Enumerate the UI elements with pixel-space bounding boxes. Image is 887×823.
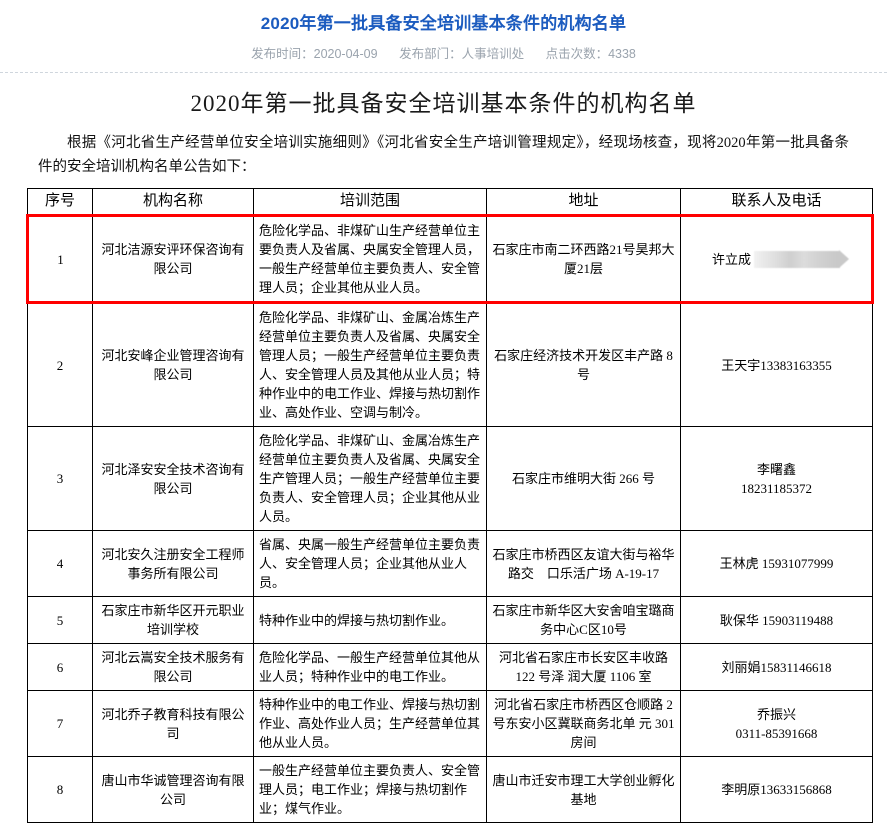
contact-name: 乔振兴 <box>756 706 796 722</box>
cell-index: 4 <box>27 530 93 597</box>
contact-name: 王天宇13383163355 <box>721 357 832 373</box>
table-row: 4 河北安久注册安全工程师事务所有限公司 省属、央属一般生产经营单位主要负责人、安全… <box>27 530 873 597</box>
redacted-phone <box>754 250 840 268</box>
cell-scope: 一般生产经营单位主要负责人、安全管理人员；电工作业；焊接与热切割作业；煤气作业。 <box>253 756 487 823</box>
banner-title: 2020年第一批具备安全培训基本条件的机构名单 <box>260 14 627 33</box>
view-count: 点击次数：4338 <box>545 47 636 61</box>
cell-name: 河北云嵩安全技术服务有限公司 <box>92 643 254 691</box>
table-row: 3 河北泽安安全技术咨询有限公司 危险化学品、非煤矿山、金属冶炼生产经营单位主要负责… <box>27 426 873 531</box>
cell-name: 河北安峰企业管理咨询有限公司 <box>92 302 254 427</box>
contact-name: 许立成 <box>711 251 751 267</box>
page-banner: 2020年第一批具备安全培训基本条件的机构名单 发布时间：2020-04-09 … <box>0 0 887 73</box>
cell-contact: 乔振兴 0311-85391668 <box>680 690 873 757</box>
contact-name: 刘丽娟15831146618 <box>721 659 832 675</box>
cell-name: 河北乔子教育科技有限公司 <box>92 690 254 757</box>
cell-index: 5 <box>27 596 93 644</box>
table-row: 1 河北洁源安评环保咨询有限公司 危险化学品、非煤矿山生产经营单位主要负责人及省属、… <box>26 214 874 304</box>
table-row: 7 河北乔子教育科技有限公司 特种作业中的电工作业、焊接与热切割作业、高处作业人员；… <box>27 690 873 757</box>
table-row: 5 石家庄市新华区开元职业培训学校 特种作业中的焊接与热切割作业。 石家庄市新华区大安… <box>27 596 873 644</box>
contact-name: 李明原13633156868 <box>721 782 832 797</box>
cell-contact: 耿保华 15903119488 <box>680 596 873 644</box>
cell-scope: 危险化学品、非煤矿山生产经营单位主要负责人及省属、央属安全管理人员，一般生产经营… <box>253 214 487 304</box>
header-scope: 培训范围 <box>253 188 487 216</box>
banner-divider <box>0 72 887 73</box>
cell-index: 8 <box>27 756 93 823</box>
publish-time: 发布时间：2020-04-09 <box>251 47 378 61</box>
table-row: 2 河北安峰企业管理咨询有限公司 危险化学品、非煤矿山、金属冶炼生产经营单位主要负责… <box>27 302 873 427</box>
cell-contact: 刘丽娟15831146618 <box>680 643 873 691</box>
cell-name: 石家庄市新华区开元职业培训学校 <box>92 596 254 644</box>
document-title: 2020年第一批具备安全培训基本条件的机构名单 <box>190 91 697 116</box>
cell-address: 河北省石家庄市桥西区仓顺路 2 号东安小区冀联商务北单 元 301 房间 <box>486 690 681 757</box>
cell-address: 石家庄市桥西区友谊大街与裕华路交 口乐活广场 A-19-17 <box>486 530 681 597</box>
organization-table: 序号 机构名称 培训范围 地址 联系人及电话 1 河北洁源安评环保咨询有限公司 危险… <box>26 188 874 823</box>
cell-scope: 危险化学品、非煤矿山、金属冶炼生产经营单位主要负责人及省属、央属安全管理人员；一… <box>253 302 487 427</box>
cell-index: 2 <box>27 302 93 427</box>
document-body: 2020年第一批具备安全培训基本条件的机构名单 根据《河北省生产经营单位安全培训… <box>0 87 887 823</box>
cell-contact: 王林虎 15931077999 <box>680 530 873 597</box>
cell-index: 6 <box>27 643 93 691</box>
cell-contact: 李曙鑫 18231185372 <box>680 426 873 531</box>
cell-address: 石家庄市维明大街 266 号 <box>486 426 681 531</box>
contact-name: 王林虎 15931077999 <box>719 556 834 571</box>
cell-name: 河北安久注册安全工程师事务所有限公司 <box>92 530 254 597</box>
cell-address: 河北省石家庄市长安区丰收路 122 号泽 润大厦 1106 室 <box>486 643 681 691</box>
contact-phone: 18231185372 <box>740 480 813 496</box>
header-contact: 联系人及电话 <box>680 188 873 216</box>
cell-index: 1 <box>26 214 93 304</box>
cell-index: 3 <box>27 426 93 531</box>
cell-address: 唐山市迁安市理工大学创业孵化基地 <box>486 756 681 823</box>
cell-contact: 许立成 <box>680 214 874 304</box>
cell-address: 石家庄市南二环西路21号昊邦大厦21层 <box>486 214 681 304</box>
cell-scope: 特种作业中的电工作业、焊接与热切割作业、高处作业人员；生产经营单位其他从业人员。 <box>253 690 487 757</box>
cell-name: 河北洁源安评环保咨询有限公司 <box>92 214 254 304</box>
header-address: 地址 <box>486 188 681 216</box>
table-body: 1 河北洁源安评环保咨询有限公司 危险化学品、非煤矿山生产经营单位主要负责人及省属、… <box>26 214 874 823</box>
cell-contact: 王天宇13383163355 <box>680 302 873 427</box>
cell-scope: 省属、央属一般生产经营单位主要负责人、安全管理人员；企业其他从业人员。 <box>253 530 487 597</box>
cell-scope: 危险化学品、一般生产经营单位其他从业人员；特种作业中的电工作业。 <box>253 643 487 691</box>
cell-index: 7 <box>27 690 93 757</box>
cell-name: 河北泽安安全技术咨询有限公司 <box>92 426 254 531</box>
header-index: 序号 <box>27 188 93 216</box>
cell-address: 石家庄经济技术开发区丰产路 8 号 <box>486 302 681 427</box>
cell-scope: 特种作业中的焊接与热切割作业。 <box>253 596 487 644</box>
contact-name: 耿保华 15903119488 <box>719 612 834 628</box>
table-row: 6 河北云嵩安全技术服务有限公司 危险化学品、一般生产经营单位其他从业人员；特种作业… <box>27 643 873 691</box>
table-header-row: 序号 机构名称 培训范围 地址 联系人及电话 <box>27 188 873 216</box>
banner-meta: 发布时间：2020-04-09 发布部门：人事培训处 点击次数：4338 <box>0 45 887 63</box>
cell-name: 唐山市华诚管理咨询有限公司 <box>92 756 254 823</box>
cell-address: 石家庄市新华区大安舍咱宝璐商务中心C区10号 <box>486 596 681 644</box>
cell-contact: 李明原13633156868 <box>680 756 873 823</box>
header-name: 机构名称 <box>92 188 254 216</box>
publish-department: 发布部门：人事培训处 <box>399 47 525 61</box>
document-intro: 根据《河北省生产经营单位安全培训实施细则》《河北省安全生产培训管理规定》，经现场… <box>38 135 849 175</box>
table-row: 8 唐山市华诚管理咨询有限公司 一般生产经营单位主要负责人、安全管理人员；电工作业；… <box>27 756 873 823</box>
cell-scope: 危险化学品、非煤矿山、金属冶炼生产经营单位主要负责人及省属、央属安全生产管理人员… <box>253 426 487 531</box>
contact-name: 李曙鑫 <box>756 461 796 477</box>
contact-phone: 0311-85391668 <box>735 725 818 741</box>
